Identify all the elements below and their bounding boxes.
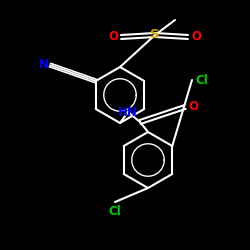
Text: S: S bbox=[150, 28, 160, 42]
Text: Cl: Cl bbox=[108, 205, 122, 218]
Text: O: O bbox=[191, 30, 201, 44]
Text: HN: HN bbox=[118, 106, 138, 118]
Text: Cl: Cl bbox=[195, 74, 208, 86]
Text: N: N bbox=[39, 58, 49, 71]
Text: O: O bbox=[188, 100, 198, 114]
Text: O: O bbox=[108, 30, 118, 44]
